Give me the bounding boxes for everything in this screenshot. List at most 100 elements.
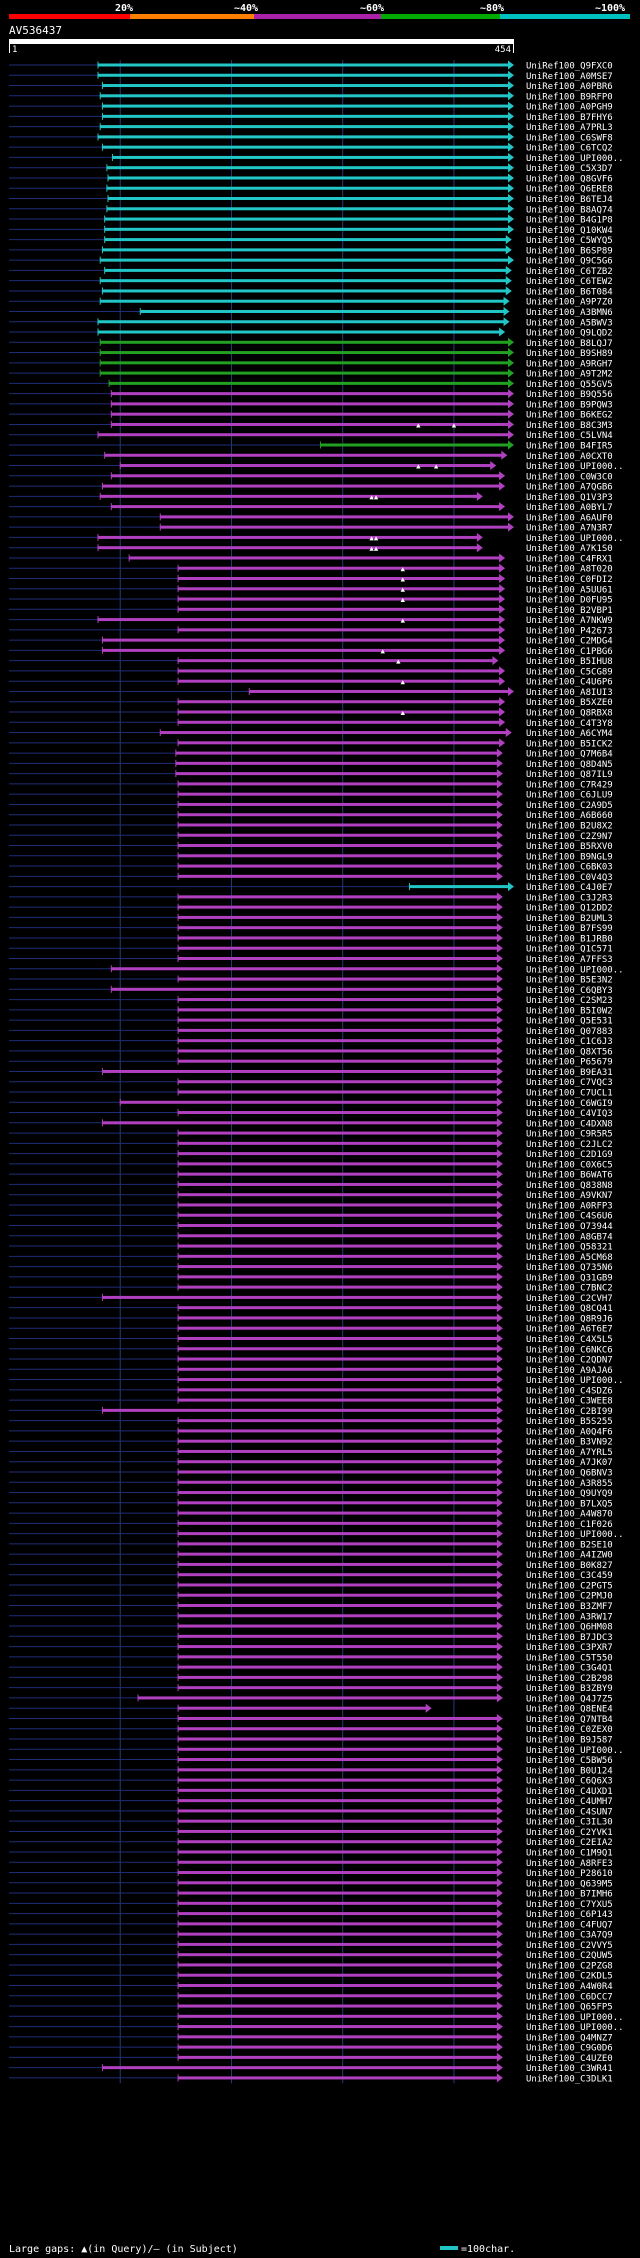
query-gap-marker-36-2 [451, 423, 457, 428]
hit-label-78: UniRef100_B9NGL9 [526, 852, 613, 862]
hit-label-36: UniRef100_B8C3M3 [526, 421, 613, 431]
hit-bar-114 [178, 1224, 498, 1228]
hit-bar-66 [160, 731, 507, 735]
hit-arrow-127 [496, 1354, 503, 1364]
hit-arrow-78 [496, 851, 503, 861]
hit-bar-51 [178, 577, 501, 580]
hit-bar-187 [178, 1973, 498, 1977]
hit-bar-161 [178, 1706, 427, 1710]
hit-bar-6 [102, 114, 509, 118]
hit-row-55: UniRef100_A7NKW9 [9, 615, 613, 626]
hit-label-118: UniRef100_Q735N6 [526, 1263, 613, 1273]
hit-bar-33 [111, 392, 509, 396]
hit-bar-192 [178, 2025, 498, 2029]
hit-row-114: UniRef100_O73944 [9, 1221, 613, 1232]
hit-arrow-7 [508, 122, 514, 132]
hit-arrow-166 [496, 1755, 503, 1765]
query-gap-marker-50-1 [400, 567, 405, 572]
hit-row-67: UniRef100_B5ICK2 [9, 738, 613, 749]
hit-label-102: UniRef100_C6WGI9 [526, 1099, 613, 1109]
hit-bar-181 [178, 1912, 498, 1916]
hit-bar-99 [102, 1069, 498, 1073]
hit-arrow-102 [496, 1097, 503, 1107]
hit-row-99: UniRef100_B9EA31 [9, 1066, 613, 1078]
hit-arrow-91 [496, 984, 503, 994]
hit-bar-16 [104, 217, 509, 221]
hit-arrow-186 [496, 1960, 503, 1970]
footer-subject-gap: — (in Subject) [154, 2244, 238, 2255]
hit-label-112: UniRef100_A0RFP3 [526, 1201, 613, 1211]
hit-row-116: UniRef100_Q58321 [9, 1241, 613, 1253]
query-gap-marker-40-1 [416, 464, 421, 469]
hit-bar-103 [178, 1111, 498, 1115]
hit-label-143: UniRef100_C1F026 [526, 1520, 613, 1530]
hit-label-183: UniRef100_C3A7Q9 [526, 1931, 613, 1941]
hit-bar-156 [178, 1655, 498, 1659]
hit-row-189: UniRef100_C6DCC7 [9, 1991, 613, 2002]
hit-label-127: UniRef100_C2QDN7 [526, 1356, 613, 1366]
hit-arrow-148 [496, 1570, 503, 1580]
hit-arrow-22 [505, 276, 512, 286]
hit-row-192: UniRef100_UPI000.. [9, 2022, 624, 2033]
hit-bar-86 [178, 936, 498, 940]
hit-label-58: UniRef100_C1PBG6 [526, 647, 613, 657]
hit-label-54: UniRef100_B2VBP1 [526, 606, 613, 616]
hit-label-101: UniRef100_C7UCL1 [526, 1089, 613, 1099]
hit-row-107: UniRef100_C2D1G9 [9, 1149, 613, 1160]
hit-arrow-174 [496, 1837, 503, 1847]
query-gap-marker-55-1 [400, 618, 405, 623]
hit-label-53: UniRef100_D0FU95 [526, 596, 613, 606]
hit-label-93: UniRef100_B5I0W2 [526, 1006, 613, 1016]
hit-bar-169 [178, 1788, 498, 1792]
hit-bar-39 [104, 453, 503, 457]
hit-label-142: UniRef100_A4W870 [526, 1510, 613, 1520]
hit-bar-170 [178, 1799, 498, 1803]
hit-arrow-29 [508, 348, 514, 358]
hit-row-180: UniRef100_C7YXU5 [9, 1898, 613, 1910]
hit-row-59: UniRef100_B5IHU8 [9, 656, 613, 667]
hit-row-87: UniRef100_Q1C571 [9, 943, 613, 955]
hit-bar-111 [178, 1193, 498, 1197]
hit-bar-75 [178, 823, 498, 827]
hit-label-47: UniRef100_UPI000.. [526, 534, 624, 544]
hit-arrow-144 [496, 1529, 503, 1539]
hit-label-13: UniRef100_Q6ERE8 [526, 185, 613, 195]
hit-row-90: UniRef100_B5E3N2 [9, 974, 613, 986]
hit-label-196: UniRef100_C3WR41 [526, 2064, 613, 2074]
hit-label-103: UniRef100_C4VIQ3 [526, 1109, 613, 1119]
hit-arrow-10 [508, 152, 514, 162]
hit-arrow-31 [508, 368, 514, 378]
hit-label-140: UniRef100_Q9UYQ9 [526, 1489, 613, 1499]
hit-label-52: UniRef100_A5UU61 [526, 585, 613, 595]
hit-bar-62 [249, 689, 509, 693]
hit-bar-138 [178, 1470, 498, 1474]
hit-bar-101 [178, 1090, 498, 1094]
hit-bar-60 [178, 669, 501, 673]
hit-label-8: UniRef100_C6SWF8 [526, 133, 613, 143]
hit-bar-13 [106, 186, 509, 190]
hit-row-61: UniRef100_C4U6P6 [9, 676, 613, 688]
hit-arrow-68 [496, 748, 503, 758]
hit-row-46: UniRef100_A7N3R7 [9, 522, 613, 534]
hit-row-165: UniRef100_UPI000.. [9, 1744, 624, 1756]
query-gap-marker-36-1 [416, 423, 421, 428]
hit-row-173: UniRef100_C2YVK1 [9, 1826, 613, 1838]
hit-arrow-103 [496, 1108, 503, 1118]
hit-arrow-106 [496, 1138, 503, 1148]
hit-bar-147 [178, 1562, 498, 1566]
hit-label-61: UniRef100_C4U6P6 [526, 678, 613, 688]
hit-label-74: UniRef100_A6B660 [526, 811, 613, 821]
hit-arrow-62 [508, 686, 514, 696]
hit-bar-104 [102, 1121, 498, 1125]
legend-label-1: 20% [115, 3, 133, 14]
hit-row-130: UniRef100_C4SDZ6 [9, 1385, 613, 1396]
hit-label-29: UniRef100_B9SH89 [526, 349, 613, 359]
hit-label-172: UniRef100_C3IL30 [526, 1818, 613, 1828]
hit-label-18: UniRef100_C5WYQ5 [526, 236, 613, 246]
hit-row-96: UniRef100_C1C6J3 [9, 1036, 613, 1047]
hit-row-57: UniRef100_C2MDG4 [9, 635, 613, 647]
hit-label-17: UniRef100_Q10KW4 [526, 226, 613, 236]
hit-label-177: UniRef100_P28610 [526, 1869, 613, 1879]
hit-bar-79 [178, 864, 498, 868]
hit-bar-168 [178, 1778, 498, 1782]
